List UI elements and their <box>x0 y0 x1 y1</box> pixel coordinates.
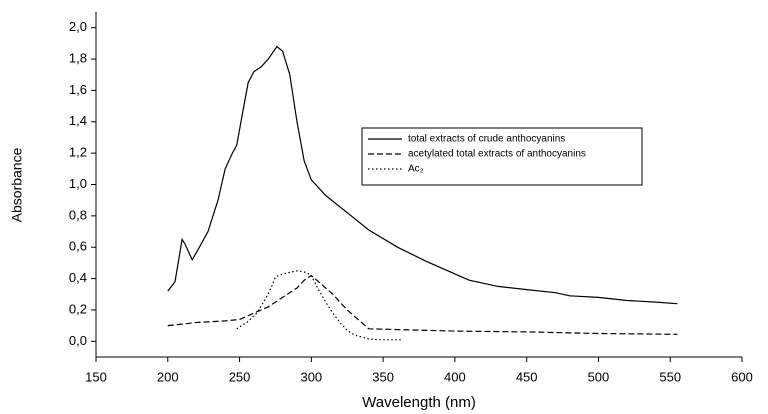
y-tick-label: 1,6 <box>69 82 87 97</box>
x-tick-label: 250 <box>229 369 251 384</box>
y-tick-label: 1,4 <box>69 113 87 128</box>
y-tick-label: 2,0 <box>69 19 87 34</box>
y-tick-label: 0,2 <box>69 301 87 316</box>
y-tick-label: 0,0 <box>69 333 87 348</box>
y-tick-label: 1,2 <box>69 145 87 160</box>
x-tick-label: 500 <box>588 369 610 384</box>
x-tick-label: 200 <box>157 369 179 384</box>
series-line <box>236 270 404 341</box>
y-tick-label: 0,4 <box>69 270 87 285</box>
legend-label: total extracts of crude anthocyanins <box>408 134 565 145</box>
x-tick-label: 300 <box>300 369 322 384</box>
x-tick-label: 400 <box>444 369 466 384</box>
legend-label: acetylated total extracts of anthocyanin… <box>408 149 586 160</box>
x-tick-label: 600 <box>731 369 753 384</box>
legend-box <box>361 127 643 186</box>
x-axis-label: Wavelength (nm) <box>362 394 476 411</box>
y-tick-label: 1,0 <box>69 176 87 191</box>
y-tick-label: 1,8 <box>69 50 87 65</box>
x-tick-label: 350 <box>372 369 394 384</box>
x-tick-label: 150 <box>85 369 107 384</box>
x-tick-label: 550 <box>659 369 681 384</box>
series-line <box>167 45 678 305</box>
legend-label: Ac₂ <box>408 164 424 175</box>
x-tick-label: 450 <box>516 369 538 384</box>
y-axis-label: Absorbance <box>9 147 25 222</box>
y-tick-label: 0,8 <box>69 207 87 222</box>
y-tick-label: 0,6 <box>69 239 87 254</box>
series-line <box>167 274 678 335</box>
